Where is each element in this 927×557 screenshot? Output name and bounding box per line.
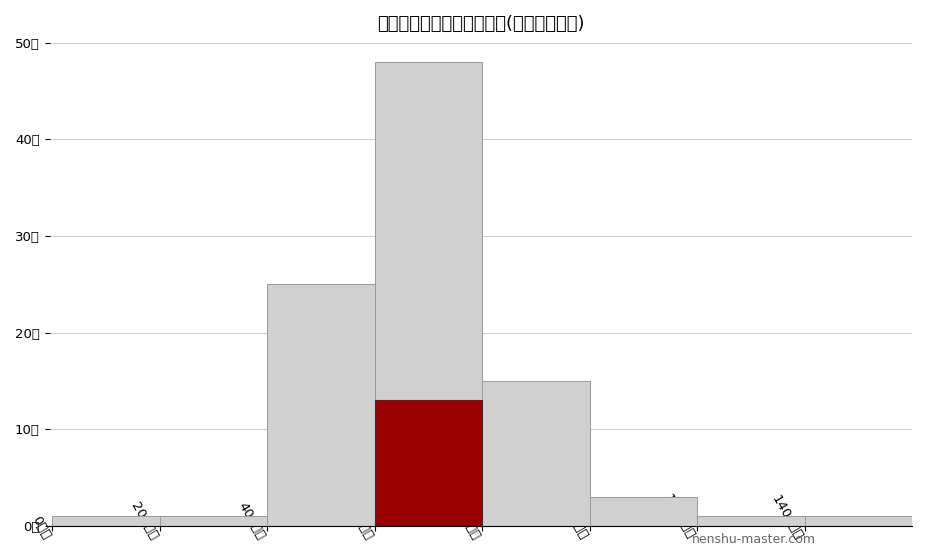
Bar bbox=[482, 381, 590, 526]
Bar bbox=[267, 284, 375, 526]
Text: nenshu-master.com: nenshu-master.com bbox=[692, 533, 816, 546]
Bar bbox=[52, 516, 159, 526]
Bar bbox=[375, 400, 482, 526]
Bar bbox=[590, 497, 697, 526]
Title: 三共生興の年収ポジション(アパレル業内): 三共生興の年収ポジション(アパレル業内) bbox=[377, 15, 585, 33]
Bar bbox=[159, 516, 267, 526]
Bar bbox=[375, 62, 482, 526]
Bar bbox=[697, 516, 805, 526]
Bar bbox=[375, 62, 482, 526]
Bar bbox=[805, 516, 912, 526]
